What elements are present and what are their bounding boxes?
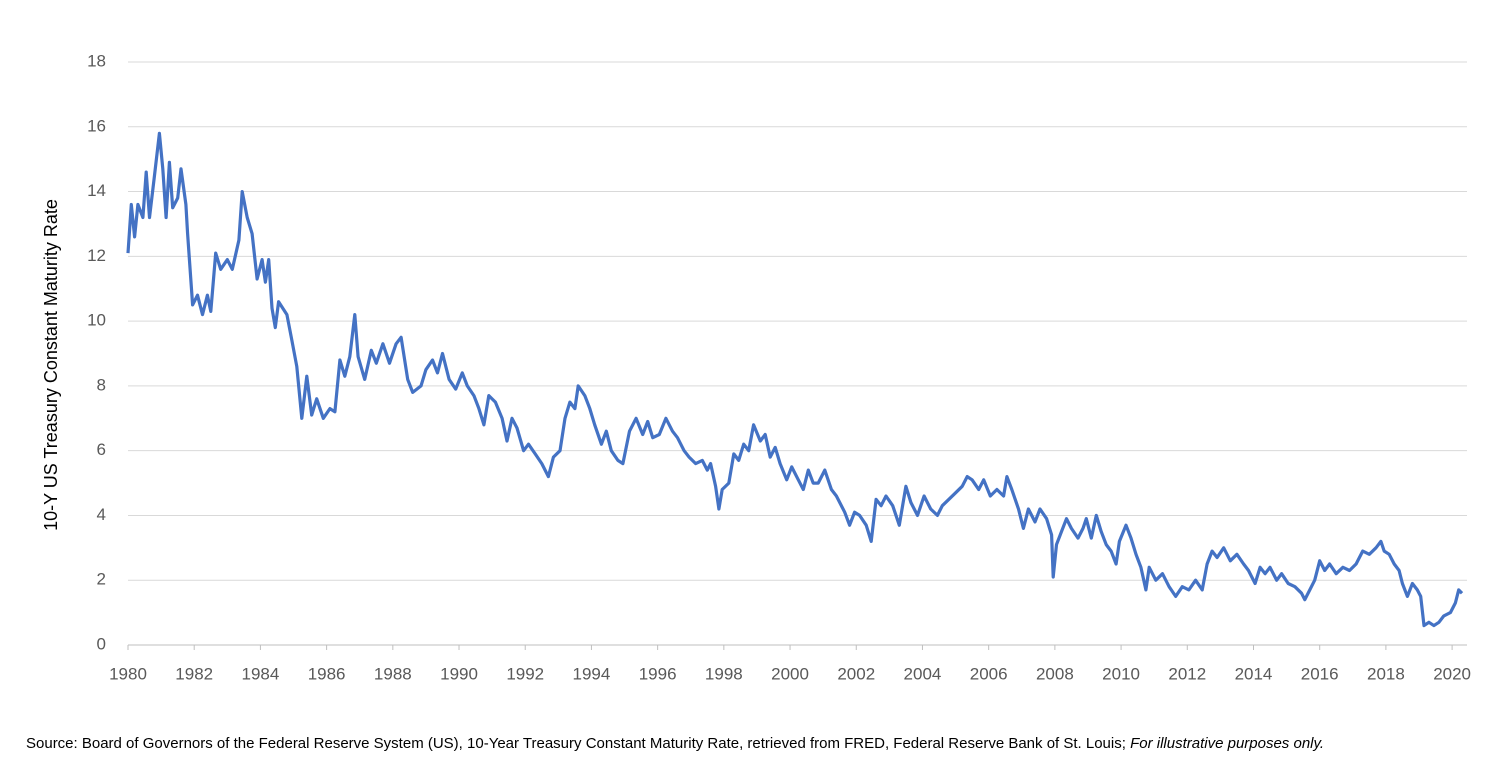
chart: 10-Y US Treasury Constant Maturity Rate … [41,51,1471,683]
x-tick-label: 1994 [573,664,611,683]
x-tick-label: 2006 [970,664,1008,683]
y-axis-label: 10-Y US Treasury Constant Maturity Rate [41,199,61,531]
x-tick-label: 1984 [241,664,279,683]
x-tick-label: 2020 [1433,664,1471,683]
x-tick-label: 1996 [639,664,677,683]
y-tick-label: 2 [97,570,106,589]
y-tick-label: 16 [87,116,106,135]
source: Source: Board of Governors of the Federa… [26,735,1126,752]
x-tick-label: 2016 [1301,664,1339,683]
x-tick-label: 1980 [109,664,147,683]
y-tick-label: 14 [87,181,106,200]
x-tick-label: 2010 [1102,664,1140,683]
y-tick-label: 18 [87,51,106,70]
x-tick-label: 2000 [771,664,809,683]
y-tick-label: 10 [87,311,106,330]
source-note: Source: Board of Governors of the Federa… [26,733,1476,754]
x-tick-label: 2014 [1235,664,1273,683]
y-tick-label: 0 [97,634,106,653]
x-tick-label: 1990 [440,664,478,683]
x-tick-label: 1988 [374,664,412,683]
x-tick-label: 1982 [175,664,213,683]
y-tick-label: 12 [87,246,106,265]
y-tick-label: 8 [97,375,106,394]
x-tick-label: 2018 [1367,664,1405,683]
x-tick-label: 1986 [308,664,346,683]
x-tick-label: 1998 [705,664,743,683]
x-tick-label: 2008 [1036,664,1074,683]
y-tick-label: 6 [97,440,106,459]
data-line [126,131,1464,628]
x-tick-label: 2004 [904,664,942,683]
x-tick-label: 1992 [506,664,544,683]
y-tick-label: 4 [97,505,106,524]
x-tick-label: 2012 [1168,664,1206,683]
x-tick-label: 2002 [837,664,875,683]
disclaimer: For illustrative purposes only. [1130,735,1325,752]
